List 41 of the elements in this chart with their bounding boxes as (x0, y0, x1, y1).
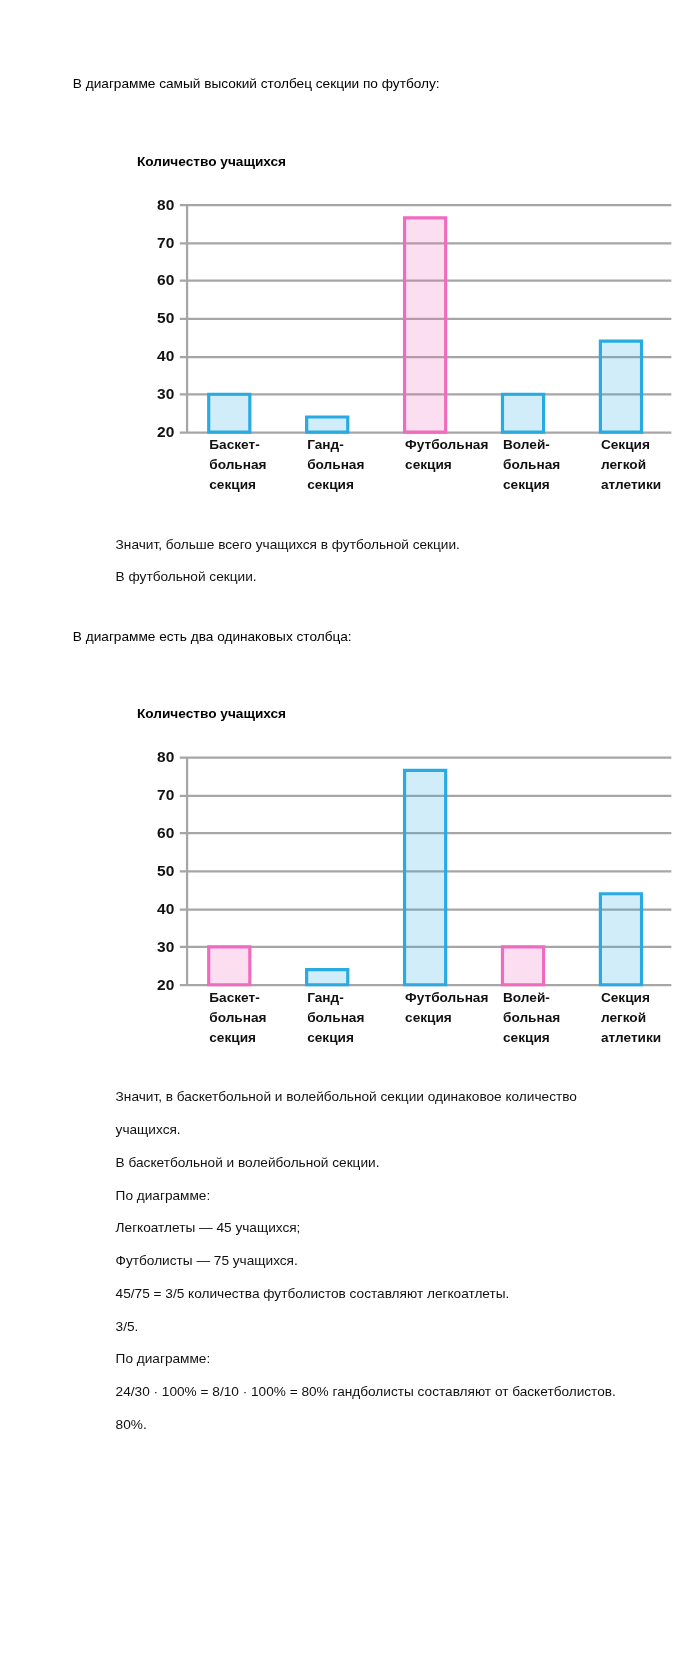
y-tick-label: 20 (157, 975, 175, 993)
x-tick-label: Ганд- больная секция (307, 989, 365, 1045)
x-tick-label: Баскет- больная секция (209, 989, 267, 1045)
y-axis-title: Количество учащихся (137, 706, 287, 722)
text: По диаграмме: (115, 1187, 211, 1203)
x-tick-label: Волей- больная секция (503, 989, 561, 1045)
y-tick-label: 30 (157, 937, 175, 955)
y-tick-label: 20 (157, 423, 175, 441)
text: По диаграмме: (115, 1351, 211, 1367)
y-tick-label: 80 (157, 748, 175, 766)
x-tick-label: Ганд- больная секция (307, 437, 365, 493)
y-tick-label: 80 (157, 195, 175, 213)
x-tick-label: Секция легкой атлетики (600, 989, 662, 1045)
text: 45/75 = 3/5 количества футболистов составляют легкоатлеты. (115, 1285, 510, 1301)
y-tick-label: 60 (157, 271, 175, 289)
y-tick-label: 60 (157, 824, 175, 842)
y-tick-label: 50 (157, 309, 175, 327)
chart-title: В диаграмме есть два одинаковых столбца: (72, 628, 352, 644)
y-tick-label: 70 (157, 786, 175, 804)
x-tick-label: Футбольная секция (405, 437, 489, 473)
chart-title: В диаграмме самый высокий столбец секции по футболу: (72, 76, 440, 92)
text: учащихся. (115, 1122, 181, 1138)
x-tick-label: Баскет- больная секция (209, 437, 267, 493)
text: Значит, в баскетбольной и волейбольной секции одинаковое количество (115, 1089, 578, 1105)
x-tick-label: Волей- больная секция (503, 437, 561, 493)
y-tick-label: 50 (157, 861, 175, 879)
x-tick-label: Футбольная секция (405, 989, 489, 1025)
text: В футбольной секции. (115, 569, 257, 585)
text: 3/5. (115, 1318, 139, 1334)
y-tick-label: 40 (157, 347, 175, 365)
text: 80%. (115, 1416, 147, 1432)
x-tick-label: Секция легкой атлетики (600, 437, 662, 493)
text: Футболисты — 75 учащихся. (115, 1253, 298, 1269)
y-tick-label: 30 (157, 385, 175, 403)
text: Легкоатлеты — 45 учащихся; (115, 1220, 301, 1236)
y-tick-label: 70 (157, 233, 175, 251)
text: В баскетбольной и волейбольной секции. (115, 1154, 380, 1170)
y-axis-title: Количество учащихся (137, 153, 287, 169)
y-tick-label: 40 (157, 899, 175, 917)
text: 24/30 · 100% = 8/10 · 100% = 80% гандболисты составляют от баскетболистов. (115, 1384, 616, 1400)
text: Значит, больше всего учащихся в футбольной секции. (115, 536, 460, 552)
